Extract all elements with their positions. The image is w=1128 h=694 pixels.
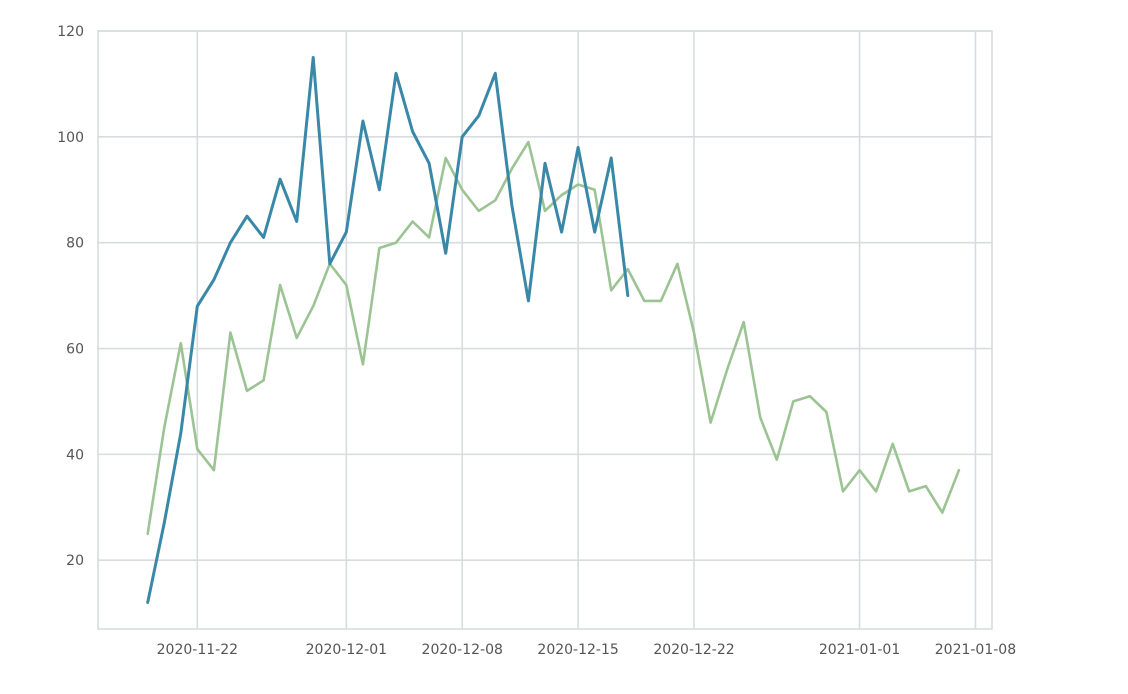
x-axis-ticks: 2020-11-22 2020-12-01 2020-12-08 2020-12-15… <box>157 642 1016 658</box>
x-tick-label: 2020-12-01 <box>306 642 387 658</box>
y-tick-label: 80 <box>66 236 84 252</box>
x-tick-label: 2021-01-08 <box>935 642 1016 658</box>
series-line-1 <box>146 56 630 604</box>
y-axis-ticks: 20 40 60 80 100 120 <box>57 24 84 569</box>
x-tick-label: 2020-12-08 <box>422 642 503 658</box>
y-tick-label: 60 <box>66 342 84 358</box>
grid-layer <box>98 30 992 629</box>
y-tick-label: 20 <box>66 553 84 569</box>
y-tick-label: 120 <box>57 24 84 40</box>
y-tick-label: 100 <box>57 130 84 146</box>
plot-frame <box>97 30 993 630</box>
x-tick-label: 2020-12-15 <box>537 642 618 658</box>
x-tick-label: 2021-01-01 <box>819 642 900 658</box>
y-tick-label: 40 <box>66 447 84 463</box>
x-tick-label: 2020-12-22 <box>653 642 734 658</box>
x-tick-label: 2020-11-22 <box>157 642 238 658</box>
series-layer <box>146 56 961 604</box>
